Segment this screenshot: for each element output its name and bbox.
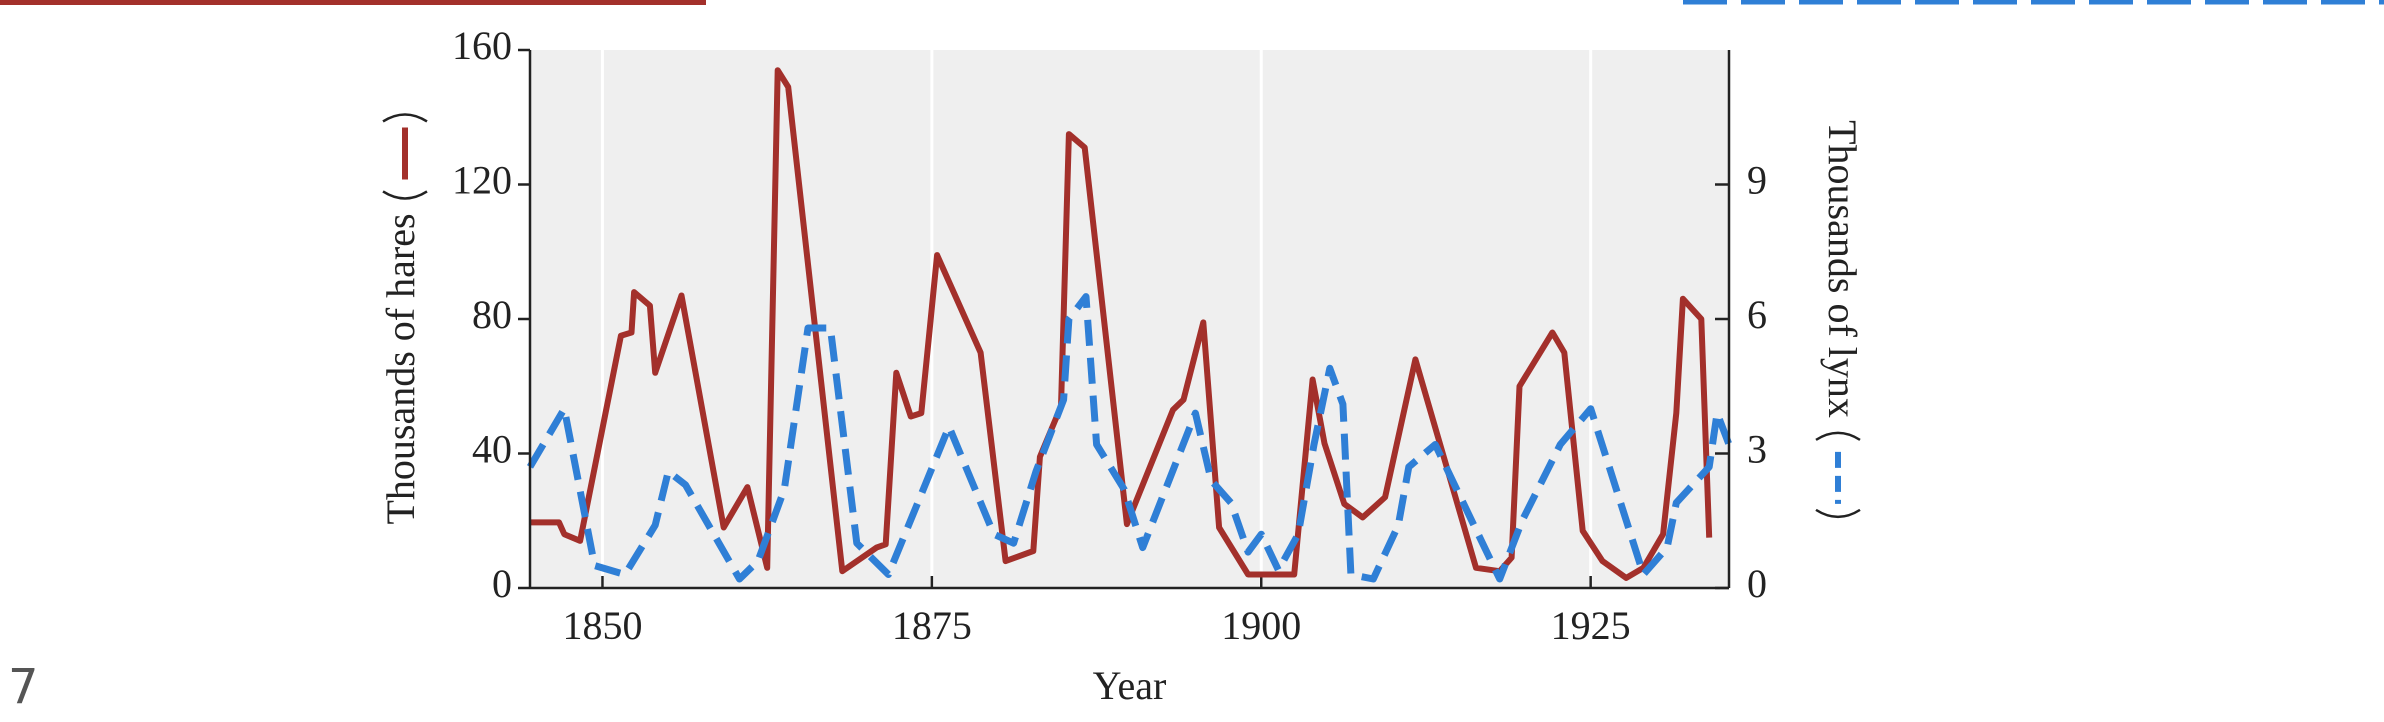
hare-line: [530, 67, 1713, 581]
y2-tick-label: 9: [1747, 158, 1767, 203]
y-tick-label: 40: [472, 427, 512, 472]
y-tick-label: 120: [452, 158, 512, 203]
x-tick-label: 1875: [892, 603, 972, 648]
y2-axis-label: Thousands of lynx: [1815, 120, 1865, 519]
y2-tick-label: 0: [1747, 561, 1767, 606]
x-axis-label: Year: [1093, 663, 1167, 708]
y2-tick-label: 6: [1747, 292, 1767, 337]
y-tick-label: 160: [452, 23, 512, 68]
x-tick-label: 1850: [562, 603, 642, 648]
plot-background: [530, 50, 1729, 588]
x-tick-label: 1925: [1551, 603, 1631, 648]
y-axis-label: Thousands of hares: [378, 113, 428, 525]
y-axis-label-text: Thousands of hares: [378, 213, 423, 524]
paren-open: [382, 190, 428, 200]
lynx-line: [526, 293, 1733, 583]
y-tick-label: 0: [492, 561, 512, 606]
x-tick-label: 1900: [1221, 603, 1301, 648]
paren-close: [1815, 508, 1861, 519]
paren-close: [382, 113, 428, 123]
page-number: 7: [8, 659, 39, 715]
y2-tick-label: 3: [1747, 427, 1767, 472]
y2-axis-label-text: Thousands of lynx: [1820, 120, 1865, 418]
y-tick-label: 80: [472, 292, 512, 337]
paren-open: [1815, 431, 1861, 441]
top-rule: [0, 0, 706, 5]
